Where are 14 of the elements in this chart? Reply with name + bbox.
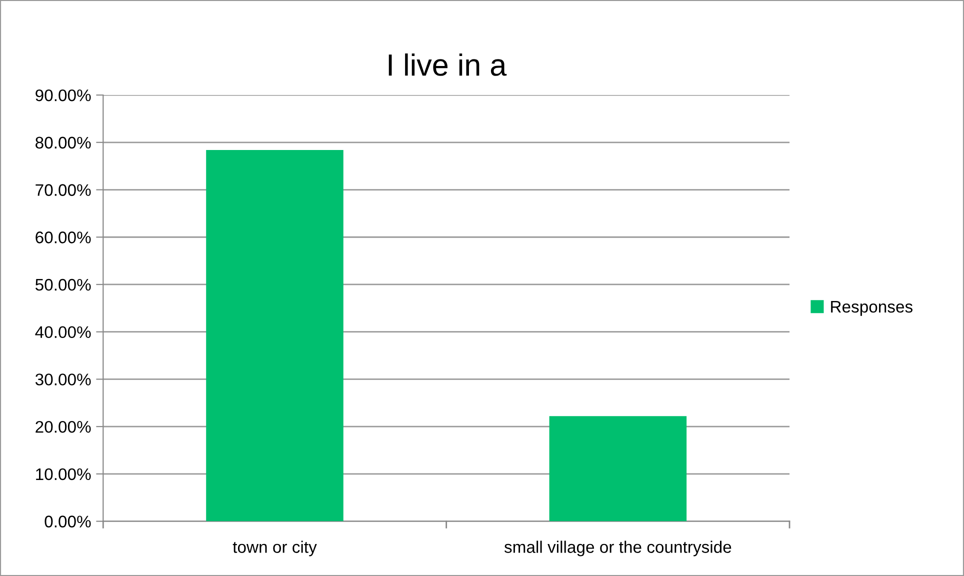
x-tick-label: town or city (232, 540, 317, 556)
y-tick-label: 70.00% (36, 184, 91, 196)
y-tick-label: 90.00% (36, 89, 91, 102)
y-tick-label: 20.00% (36, 420, 91, 433)
y-tick-label: 10.00% (36, 468, 91, 480)
x-tick-label: small village or the countryside (504, 540, 732, 556)
y-tick-label: 40.00% (35, 326, 91, 338)
legend-label: Responses (831, 301, 912, 316)
y-tick-label: 80.00% (36, 136, 91, 149)
y-tick-label: 60.00% (36, 232, 91, 244)
chart-title: I live in a (388, 53, 507, 76)
y-tick-label: 0.00% (44, 516, 91, 528)
y-tick-label: 50.00% (35, 278, 91, 291)
y-tick-label: 30.00% (35, 374, 91, 386)
